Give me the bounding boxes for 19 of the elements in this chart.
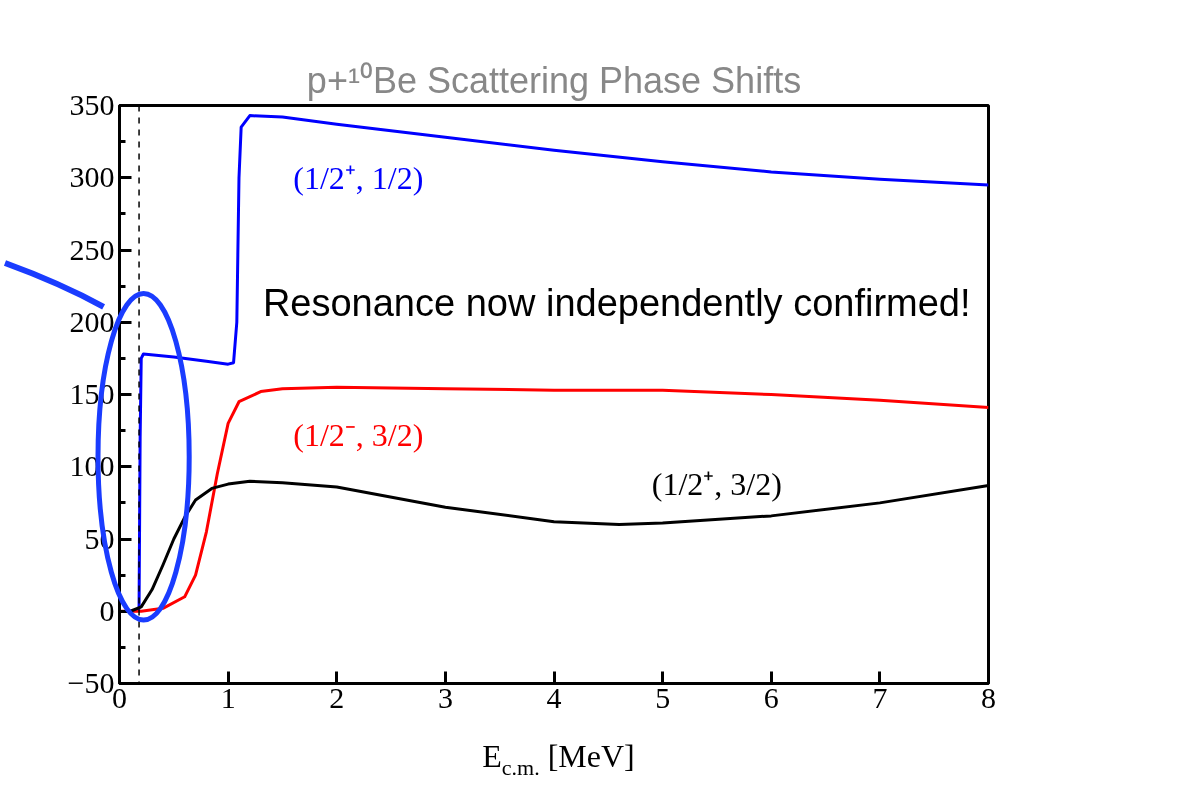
series-label: (1/2⁻, 3/2)	[293, 416, 424, 453]
y-tick-label: 200	[69, 304, 115, 338]
y-tick-label: 350	[69, 88, 115, 121]
x-tick-label: 8	[981, 680, 996, 714]
x-tick-label: 7	[872, 680, 888, 714]
line-series	[136, 114, 989, 613]
series-label: (1/2⁺, 3/2)	[651, 466, 782, 503]
series-label: (1/2⁺, 1/2)	[293, 159, 424, 196]
x-tick-label: 2	[329, 680, 345, 714]
y-tick-label: 250	[69, 232, 115, 266]
annotation: Resonance now independently confirmed!	[262, 282, 971, 325]
x-tick-label: 6	[763, 680, 779, 714]
x-tick-label: 5	[655, 680, 671, 714]
y-tick-label: 0	[99, 593, 115, 627]
x-tick-label: 1	[220, 680, 236, 714]
x-tick-label: 4	[546, 680, 562, 714]
x-tick-label: 3	[437, 680, 453, 714]
y-tick-label: 300	[69, 160, 115, 194]
chart-title: p+¹⁰Be Scattering Phase Shifts	[306, 59, 802, 101]
